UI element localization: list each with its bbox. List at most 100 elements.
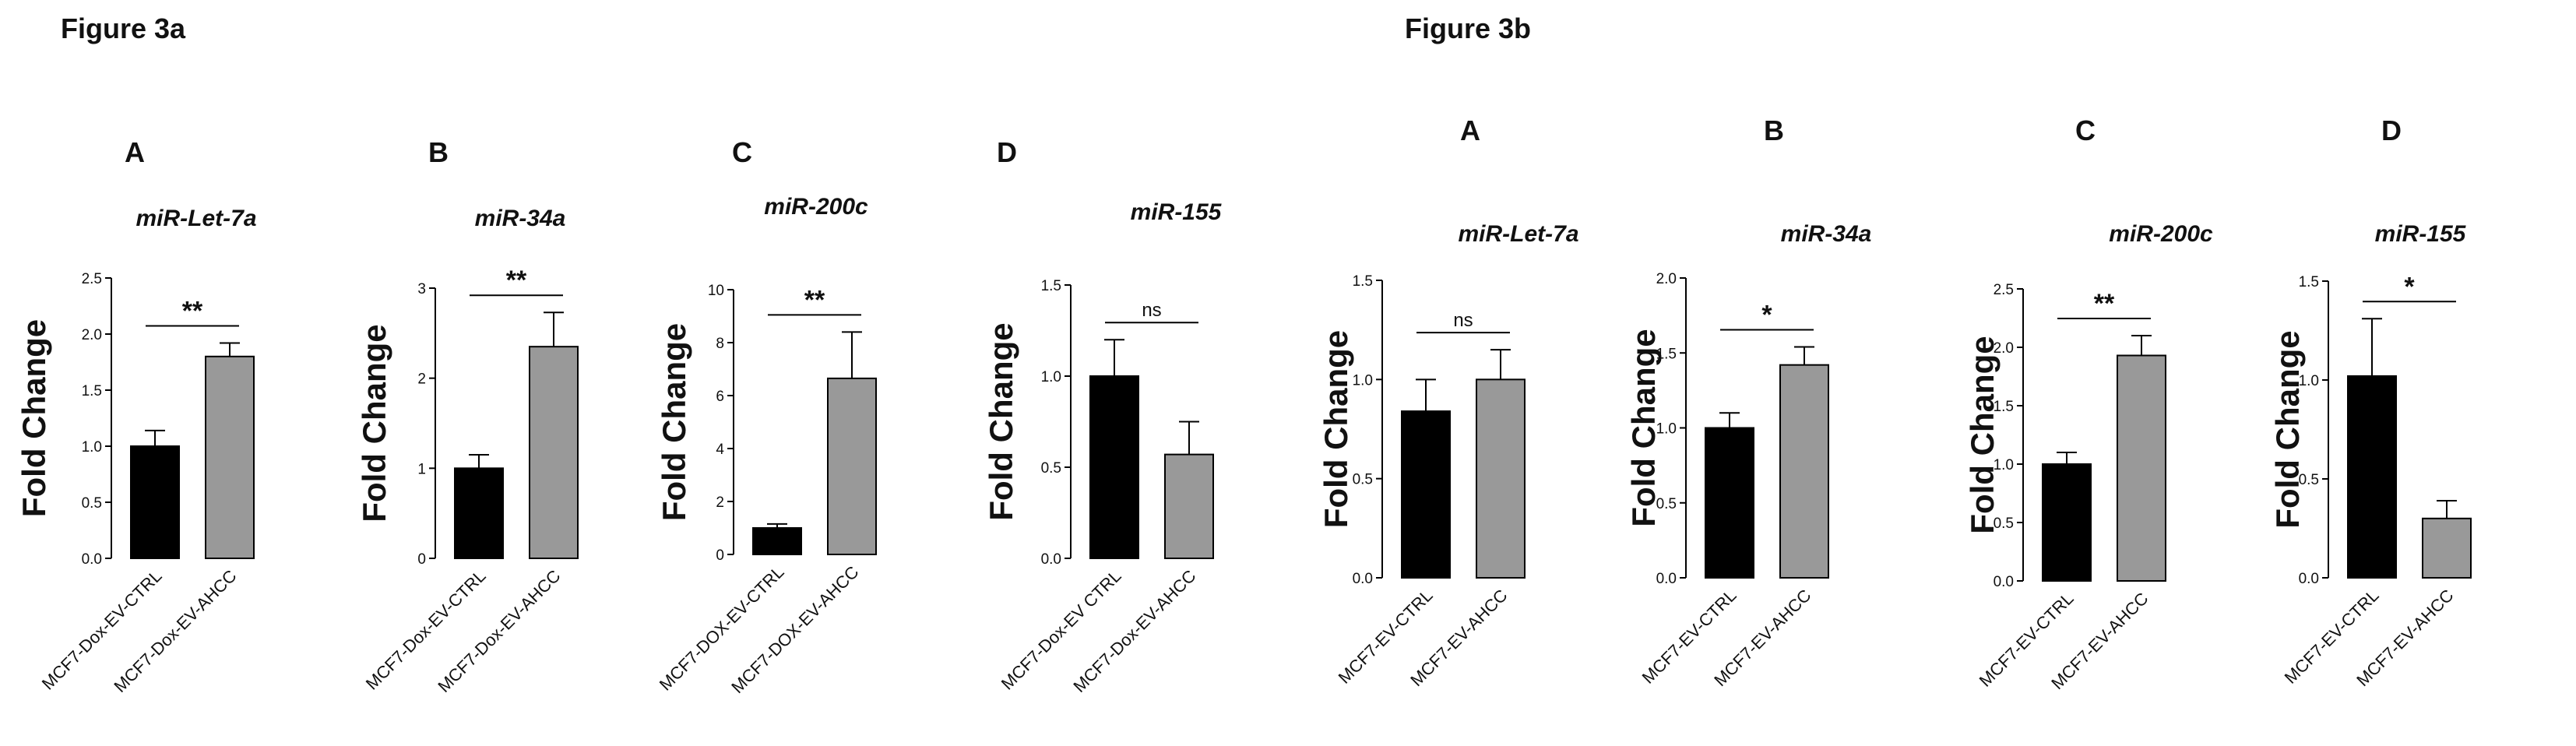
bar-ahcc <box>2422 517 2472 579</box>
y-tick-label: 0.5 <box>2299 472 2319 488</box>
y-tick-label: 1.5 <box>1041 278 1061 294</box>
y-tick-label: 0.5 <box>1353 472 1373 488</box>
bar-ahcc <box>827 377 877 555</box>
y-axis-label: Fold Change <box>656 323 692 521</box>
bar-ahcc <box>205 355 255 559</box>
y-axis-label: Fold Change <box>2269 330 2306 528</box>
bar-ctrl <box>454 467 504 559</box>
y-tick-label: 1.0 <box>1041 369 1061 385</box>
figure-3b-title: Figure 3b <box>1405 12 1532 44</box>
significance-label: ** <box>182 297 203 326</box>
y-axis-label: Fold Change <box>983 322 1019 520</box>
y-axis-label: Fold Change <box>356 324 392 522</box>
y-tick-label: 2.5 <box>1994 282 2014 298</box>
y-tick-label: 0.0 <box>2299 571 2319 587</box>
y-tick-label: 0.0 <box>1041 551 1061 568</box>
y-tick-label: 2.0 <box>1994 340 2014 357</box>
y-tick-label: 2 <box>716 494 724 511</box>
chart-title: miR-Let-7a <box>1458 221 1578 247</box>
bar-ctrl <box>2347 375 2397 579</box>
x-category-label: MCF7-Dox-EV-CTRL <box>38 566 166 694</box>
y-tick-label: 1.5 <box>1994 399 2014 415</box>
panel-letter: C <box>732 136 752 168</box>
figure-3a-title: Figure 3a <box>61 12 186 44</box>
chart-title: miR-Let-7a <box>135 206 256 231</box>
x-category-label: MCF7-Dox-EV-AHCC <box>110 566 240 696</box>
bar-ahcc <box>2117 354 2166 582</box>
y-tick-label: 1.0 <box>1353 372 1373 389</box>
significance-label: ** <box>804 285 825 315</box>
panel-letter: D <box>2381 114 2402 146</box>
chart-title: miR-34a <box>1781 221 1872 247</box>
chart-title: miR-200c <box>764 194 868 220</box>
y-tick-label: 1.0 <box>82 439 102 456</box>
bar-ctrl <box>752 527 802 555</box>
panel-letter: A <box>125 136 145 168</box>
significance-label: ** <box>506 266 527 295</box>
y-axis-label: Fold Change <box>1318 330 1354 528</box>
significance-label: ns <box>1142 300 1161 321</box>
y-tick-label: 0.5 <box>82 495 102 512</box>
y-tick-label: 1.0 <box>1656 421 1677 438</box>
panel-letter: A <box>1460 114 1480 146</box>
y-tick-label: 0.0 <box>1656 571 1677 587</box>
panel-letter: B <box>428 136 449 168</box>
bar-ctrl <box>1401 410 1451 579</box>
significance-label: * <box>2404 272 2415 301</box>
y-tick-label: 1.5 <box>1353 273 1373 290</box>
bar-ahcc <box>1779 364 1829 579</box>
chart-title: miR-155 <box>2375 221 2467 247</box>
y-tick-label: 2.5 <box>82 271 102 287</box>
significance-label: ns <box>1453 310 1473 331</box>
chart-title: miR-155 <box>1131 199 1223 225</box>
y-tick-label: 0.5 <box>1994 516 2014 532</box>
chart-title: miR-34a <box>475 206 566 231</box>
y-tick-label: 1.5 <box>1656 346 1677 362</box>
y-tick-label: 3 <box>417 281 426 297</box>
y-tick-label: 0 <box>716 547 724 564</box>
significance-label: * <box>1761 301 1772 330</box>
panel-letter: C <box>2075 114 2096 146</box>
significance-label: ** <box>2094 289 2115 318</box>
y-tick-label: 8 <box>716 336 724 352</box>
y-tick-label: 0.0 <box>1353 571 1373 587</box>
y-tick-label: 0.5 <box>1041 460 1061 477</box>
bar-ahcc <box>529 346 579 559</box>
y-axis-label: Fold Change <box>1964 336 2001 533</box>
bar-ctrl <box>1089 375 1139 559</box>
y-tick-label: 2 <box>417 371 426 388</box>
y-tick-label: 1 <box>417 461 426 477</box>
x-category-label: MCF7-DOX-EV-AHCC <box>727 562 862 697</box>
bar-ahcc <box>1476 378 1526 579</box>
y-tick-label: 10 <box>708 283 724 299</box>
y-tick-label: 1.0 <box>2299 373 2319 389</box>
y-tick-label: 0.5 <box>1656 496 1677 512</box>
y-tick-label: 1.0 <box>1994 457 2014 473</box>
panel-letter: D <box>997 136 1017 168</box>
bar-ctrl <box>130 445 180 559</box>
bar-ctrl <box>2042 463 2092 582</box>
x-category-label: MCF7-DOX-EV-CTRL <box>656 562 788 695</box>
y-axis-label: Fold Change <box>16 319 52 517</box>
y-tick-label: 0.0 <box>1994 574 2014 590</box>
y-tick-label: 4 <box>716 442 724 458</box>
x-category-label: MCF7-Dox-EV CTRL <box>998 566 1125 694</box>
y-tick-label: 2.0 <box>1656 271 1677 287</box>
y-tick-label: 0 <box>417 551 426 568</box>
y-tick-label: 1.5 <box>2299 274 2319 290</box>
bar-ctrl <box>1705 427 1754 579</box>
x-category-label: MCF7-Dox-EV-AHCC <box>434 566 564 696</box>
y-axis-label: Fold Change <box>1625 329 1662 526</box>
y-tick-label: 1.5 <box>82 383 102 399</box>
panel-letter: B <box>1764 114 1784 146</box>
x-category-label: MCF7-Dox-EV-AHCC <box>1069 566 1199 696</box>
